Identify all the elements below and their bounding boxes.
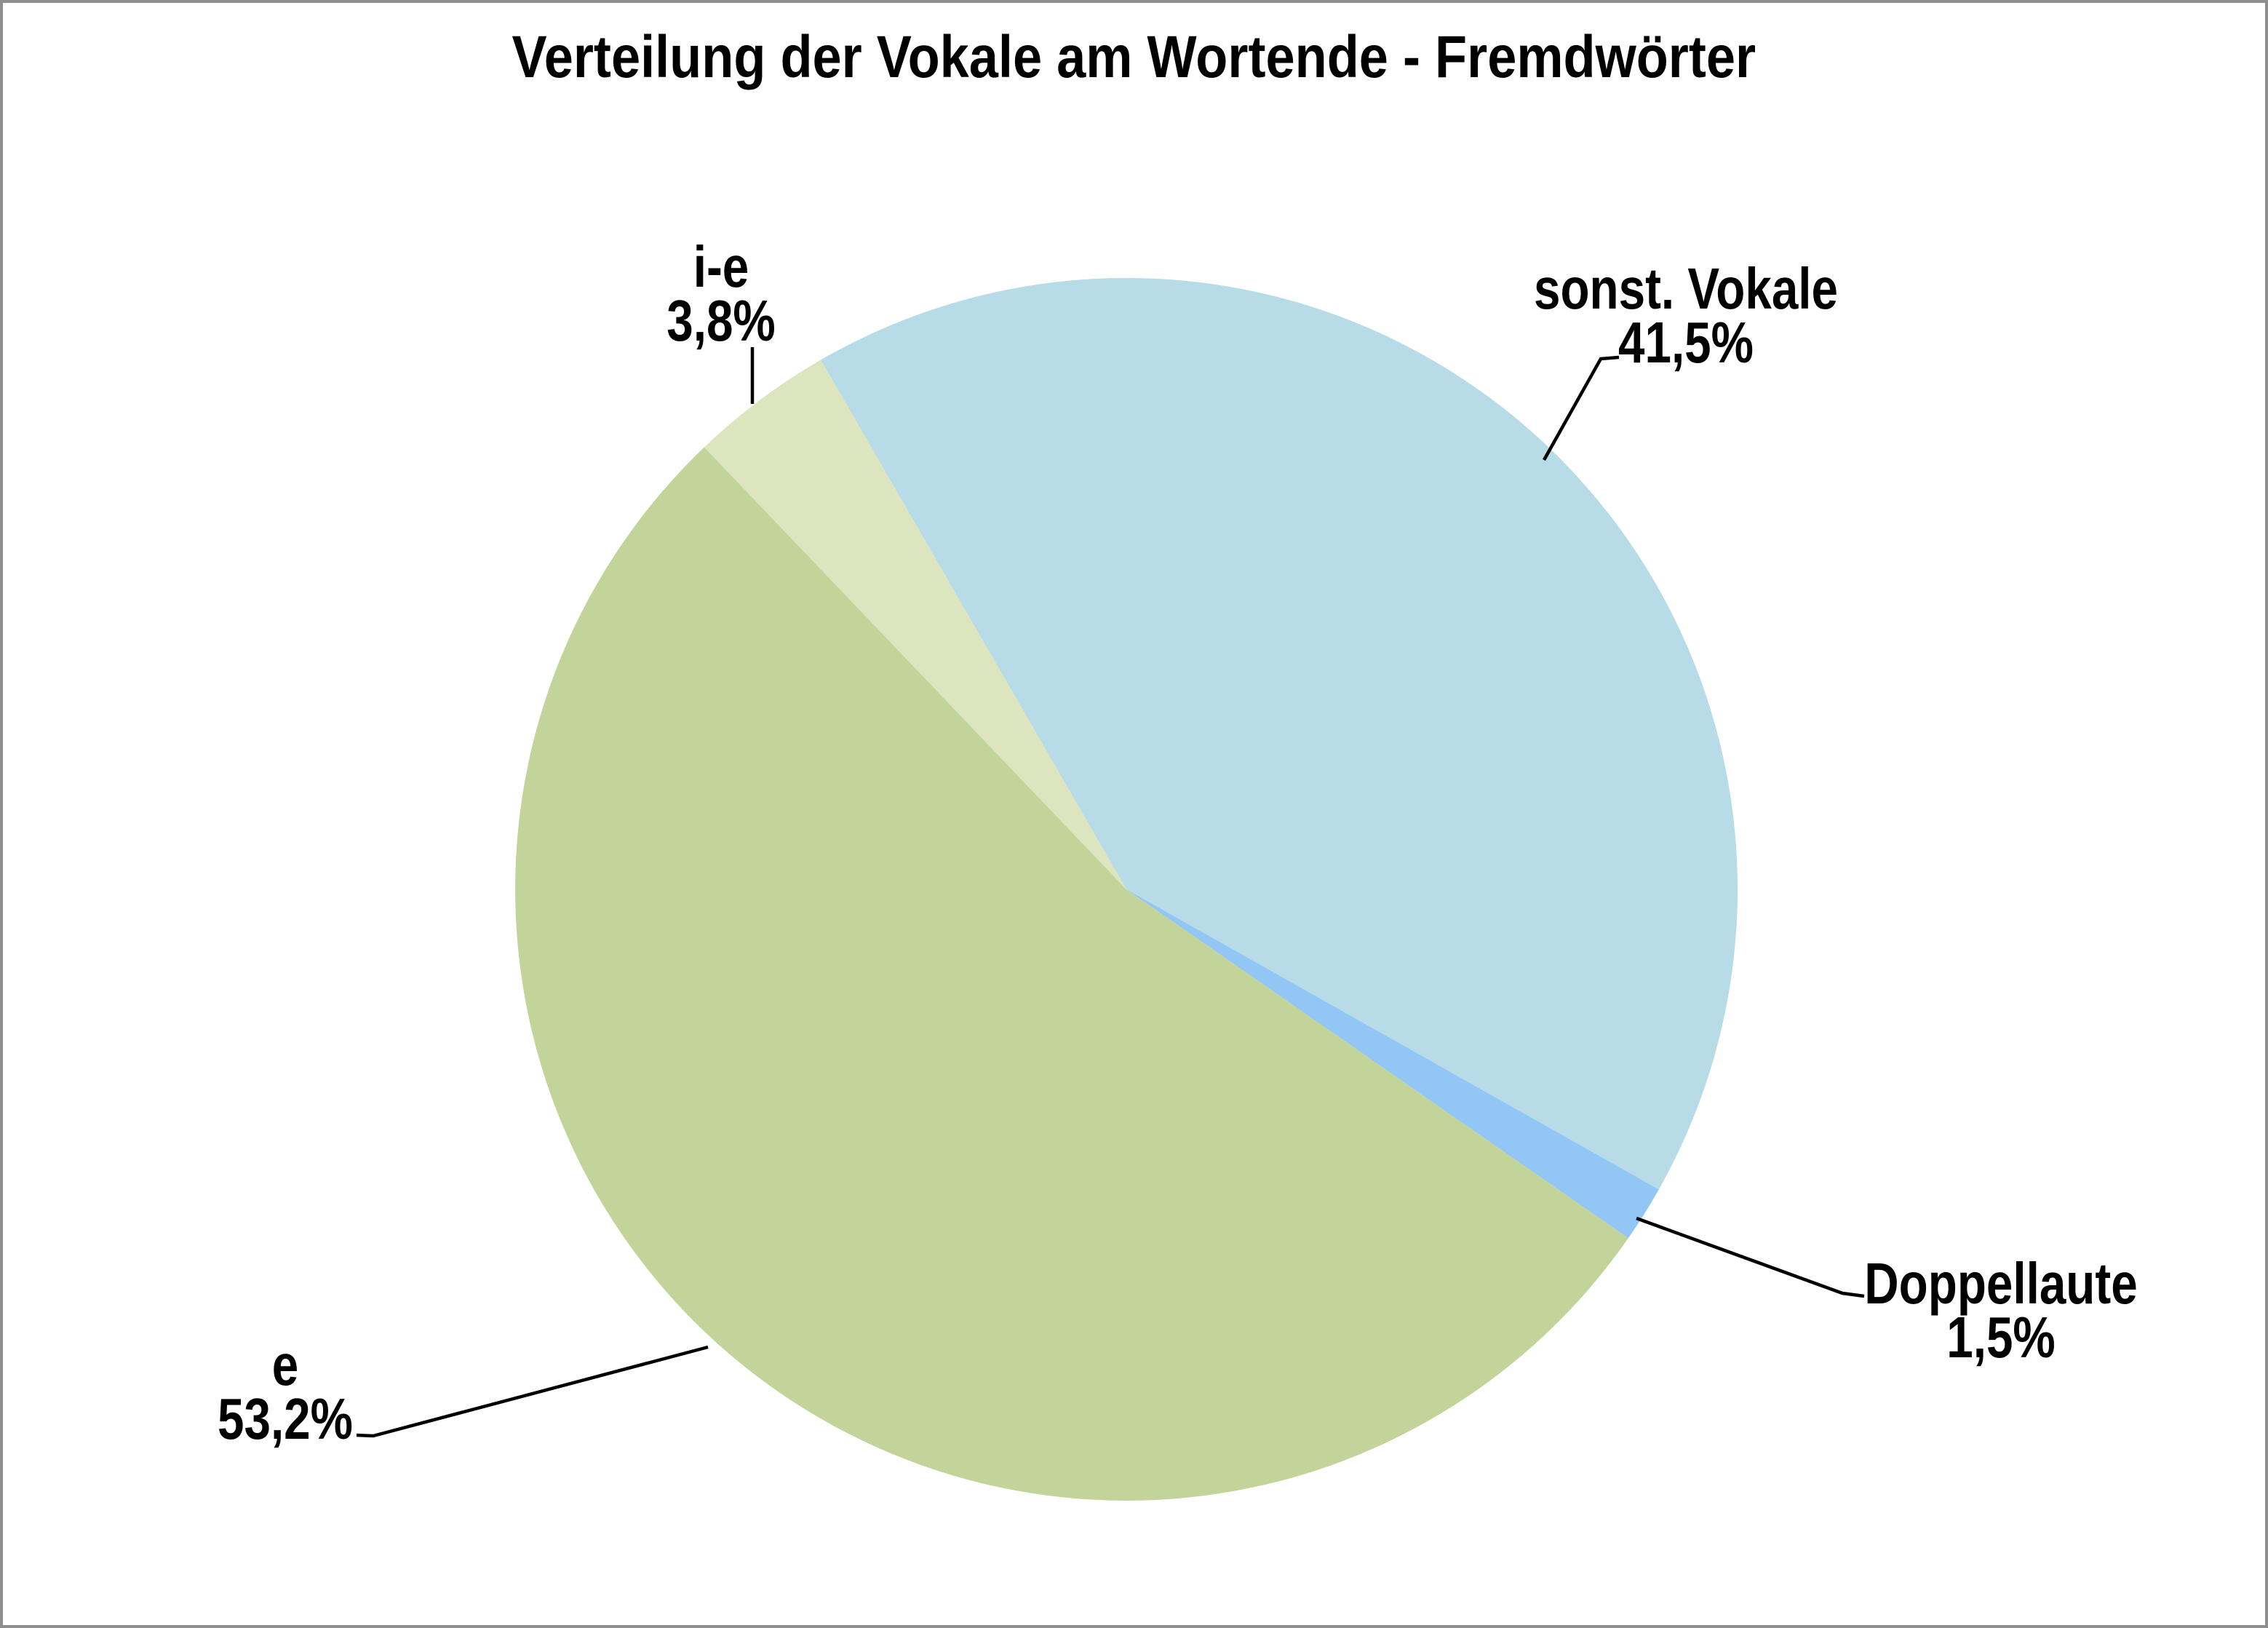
slice-label-e: e 53,2% bbox=[217, 1333, 354, 1451]
slice-label-text: i-e bbox=[693, 234, 749, 299]
slice-label-doppellaute: Doppellaute 1,5% bbox=[1864, 1251, 2138, 1370]
slice-label-percent: 53,2% bbox=[217, 1386, 354, 1451]
slice-label-sonst-vokale: sonst. Vokale 41,5% bbox=[1533, 256, 1839, 375]
leader-line-sonst-vokale bbox=[1543, 355, 1620, 461]
pie-slice-sonst-vokale[interactable] bbox=[821, 277, 1738, 1190]
leader-line-e bbox=[356, 1345, 709, 1438]
leader-line-doppellaute bbox=[1636, 1216, 1865, 1298]
pie-slice-doppellaute[interactable] bbox=[1126, 889, 1659, 1239]
slice-label-i-e: i-e 3,8% bbox=[667, 234, 776, 353]
chart-title-row: Verteilung der Vokale am Wortende - Frem… bbox=[0, 23, 2268, 92]
pie-slice-i-e[interactable] bbox=[704, 360, 1126, 890]
chart-title: Verteilung der Vokale am Wortende - Frem… bbox=[512, 24, 1756, 90]
slice-label-text: sonst. Vokale bbox=[1533, 256, 1839, 321]
pie-slice-e[interactable] bbox=[515, 447, 1628, 1501]
slice-label-text: Doppellaute bbox=[1864, 1251, 2138, 1316]
slice-label-percent: 41,5% bbox=[1618, 310, 1754, 375]
slice-label-percent: 1,5% bbox=[1946, 1305, 2056, 1370]
slice-label-percent: 3,8% bbox=[667, 288, 776, 353]
slice-label-text: e bbox=[271, 1333, 299, 1397]
